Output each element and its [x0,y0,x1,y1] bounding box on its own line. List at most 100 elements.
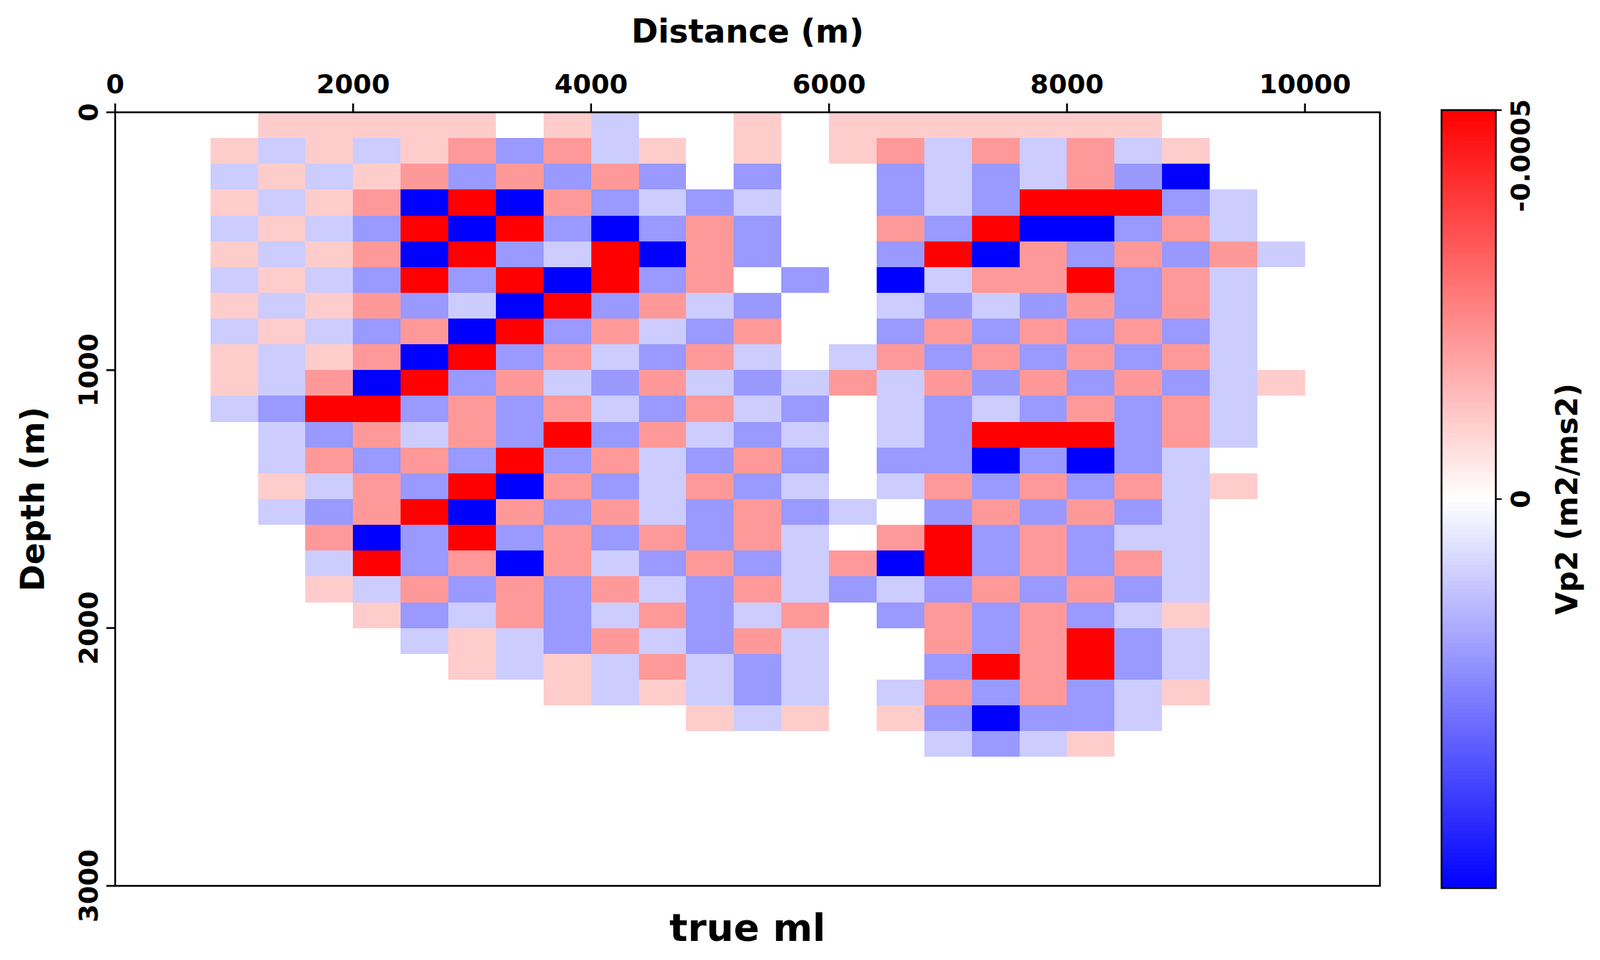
cell [1019,524,1068,551]
colorbar-strip [1441,374,1496,379]
cell [1209,318,1258,345]
cell [924,369,973,397]
cell [924,241,973,268]
cell [876,189,925,216]
cell [210,292,259,320]
cell [115,163,163,191]
cell [1209,447,1258,474]
cell [210,369,259,397]
colorbar-strip [1441,385,1496,391]
cell [1019,163,1068,191]
cell [1162,627,1210,655]
cell [591,112,639,139]
cell [1162,189,1210,216]
cell [591,704,639,732]
colorbar-strip [1441,525,1496,531]
cell [400,704,449,732]
cell [972,575,1020,603]
cell [400,318,449,345]
cell [115,756,163,783]
cell [1066,756,1115,783]
colorbar-strip [1441,199,1496,204]
colorbar-strip [1441,156,1496,162]
cell [210,112,259,139]
cell [258,808,306,835]
cell [781,808,829,835]
cell [924,834,973,861]
cell [828,267,877,294]
cell [1305,292,1353,320]
cell [115,421,163,449]
colorbar-strip [1441,588,1496,593]
cell [210,241,259,268]
cell [1162,704,1210,732]
cell [733,808,782,835]
cell [352,292,401,320]
cell [448,834,496,861]
cell [1114,756,1163,783]
cell [210,859,259,886]
cell [638,834,687,861]
colorbar-strip [1441,187,1496,193]
cell [400,782,449,809]
cell [162,782,211,809]
cell [733,756,782,783]
cell [210,704,259,732]
cell [448,550,496,577]
colorbar-strip [1441,798,1496,803]
cell [1162,369,1210,397]
cell [162,808,211,835]
cell [876,859,925,886]
cell [305,679,353,706]
cell [1305,473,1353,500]
colorbar-strip [1441,693,1496,698]
cell [1114,498,1163,526]
cell [1114,834,1163,861]
cell [400,679,449,706]
x-tick-label: 4000 [554,68,628,100]
title: true ml [669,905,827,950]
cell [1305,730,1353,758]
colorbar-strip [1441,743,1496,749]
colorbar-strip [1441,669,1496,675]
cell [1162,834,1210,861]
cell [1305,215,1353,243]
cell [924,730,973,758]
cell [781,292,829,320]
cell [828,524,877,551]
cell [972,782,1020,809]
cell [828,292,877,320]
cell [305,704,353,732]
cell [305,447,353,474]
cell [162,395,211,422]
colorbar-strip [1441,529,1496,535]
colorbar-strip [1441,666,1496,671]
cell [400,189,449,216]
x-tick-label: 6000 [792,68,866,100]
cell [162,112,211,139]
cell [1066,395,1115,422]
colorbar-strip [1441,747,1496,752]
cell [543,267,592,294]
colorbar-strip [1441,475,1496,480]
colorbar-strip [1441,751,1496,757]
cell [685,112,734,139]
colorbar-strip [1441,246,1496,251]
cell [115,550,163,577]
colorbar-strip [1441,502,1496,507]
cell [685,267,734,294]
cell [1305,653,1353,681]
cell [258,730,306,758]
cell [1066,859,1115,886]
cell [495,756,544,783]
colorbar-strip [1441,145,1496,150]
cell [258,292,306,320]
colorbar-strip [1441,541,1496,546]
colorbar-strip [1441,801,1496,807]
colorbar-strip [1441,813,1496,818]
cell [258,704,306,732]
cell [258,653,306,681]
cell [448,782,496,809]
cell [162,756,211,783]
cell [876,112,925,139]
